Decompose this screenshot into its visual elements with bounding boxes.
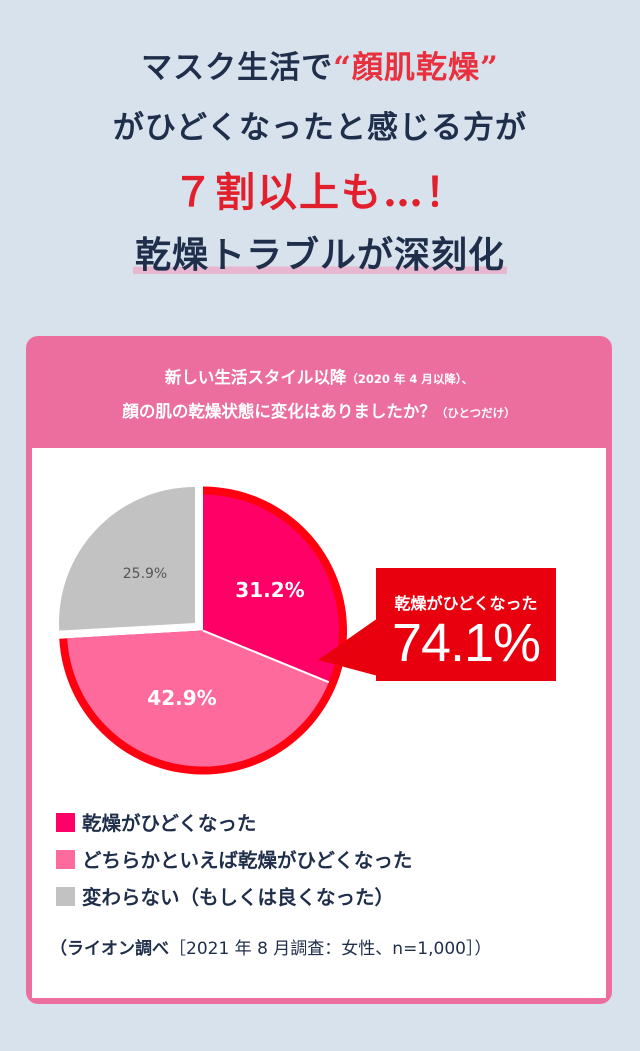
callout-box: 乾燥がひどくなった 74.1%	[376, 568, 556, 681]
question-note: （ひとつだけ）	[435, 406, 516, 420]
source-org: （ライオン調べ	[50, 939, 169, 959]
source-detail: ［2021 年 8 月調査：女性、n=1,000］）	[169, 939, 492, 959]
legend-swatch	[56, 887, 75, 906]
legend-swatch	[56, 813, 75, 832]
headline-line-1: マスク生活で“顔肌乾燥”	[0, 42, 640, 87]
pie-slice	[202, 494, 339, 683]
source-note: （ライオン調べ［2021 年 8 月調査：女性、n=1,000］）	[50, 934, 491, 959]
headline-line-2: がひどくなったと感じる方が	[112, 110, 528, 146]
quote-mark-open: “	[333, 50, 352, 86]
question-text: 顔の肌の乾燥状態に変化はありましたか？	[122, 402, 436, 421]
pie-data-label: 42.9%	[147, 686, 216, 710]
question-period: （2020 年 4 月以降）、	[346, 372, 474, 386]
question-line-1: 新しい生活スタイル以降（2020 年 4 月以降）、	[26, 364, 612, 388]
pie-slice	[67, 630, 329, 767]
headline-keyword: 顔肌乾燥	[352, 50, 480, 86]
callout-pointer	[318, 618, 378, 676]
headline-line-4: 乾燥トラブルが深刻化	[0, 226, 640, 278]
callout-value: 74.1%	[391, 613, 541, 673]
headline-text: マスク生活で	[141, 50, 334, 86]
headline-highlight: 乾燥トラブルが深刻化	[132, 226, 507, 278]
pie-divider	[202, 629, 330, 684]
callout-label: 乾燥がひどくなった	[394, 594, 538, 613]
quote-mark-close: ”	[480, 50, 499, 86]
legend-label: どちらかといえば乾燥がひどくなった	[82, 849, 413, 872]
survey-question: 新しい生活スタイル以降（2020 年 4 月以降）、 顔の肌の乾燥状態に変化はあ…	[26, 336, 612, 448]
pie-data-label: 31.2%	[235, 578, 304, 602]
question-main: 新しい生活スタイル以降	[164, 368, 347, 387]
legend-swatch	[56, 850, 75, 869]
pie-slice	[58, 487, 195, 631]
legend-label: 乾燥がひどくなった	[82, 812, 257, 835]
legend-label: 変わらない（もしくは良くなった）	[82, 886, 395, 909]
question-line-2: 顔の肌の乾燥状態に変化はありましたか？（ひとつだけ）	[26, 398, 612, 422]
pie-data-label: 25.9%	[123, 566, 167, 582]
headline-line-3: ７割以上も…！	[173, 169, 467, 216]
